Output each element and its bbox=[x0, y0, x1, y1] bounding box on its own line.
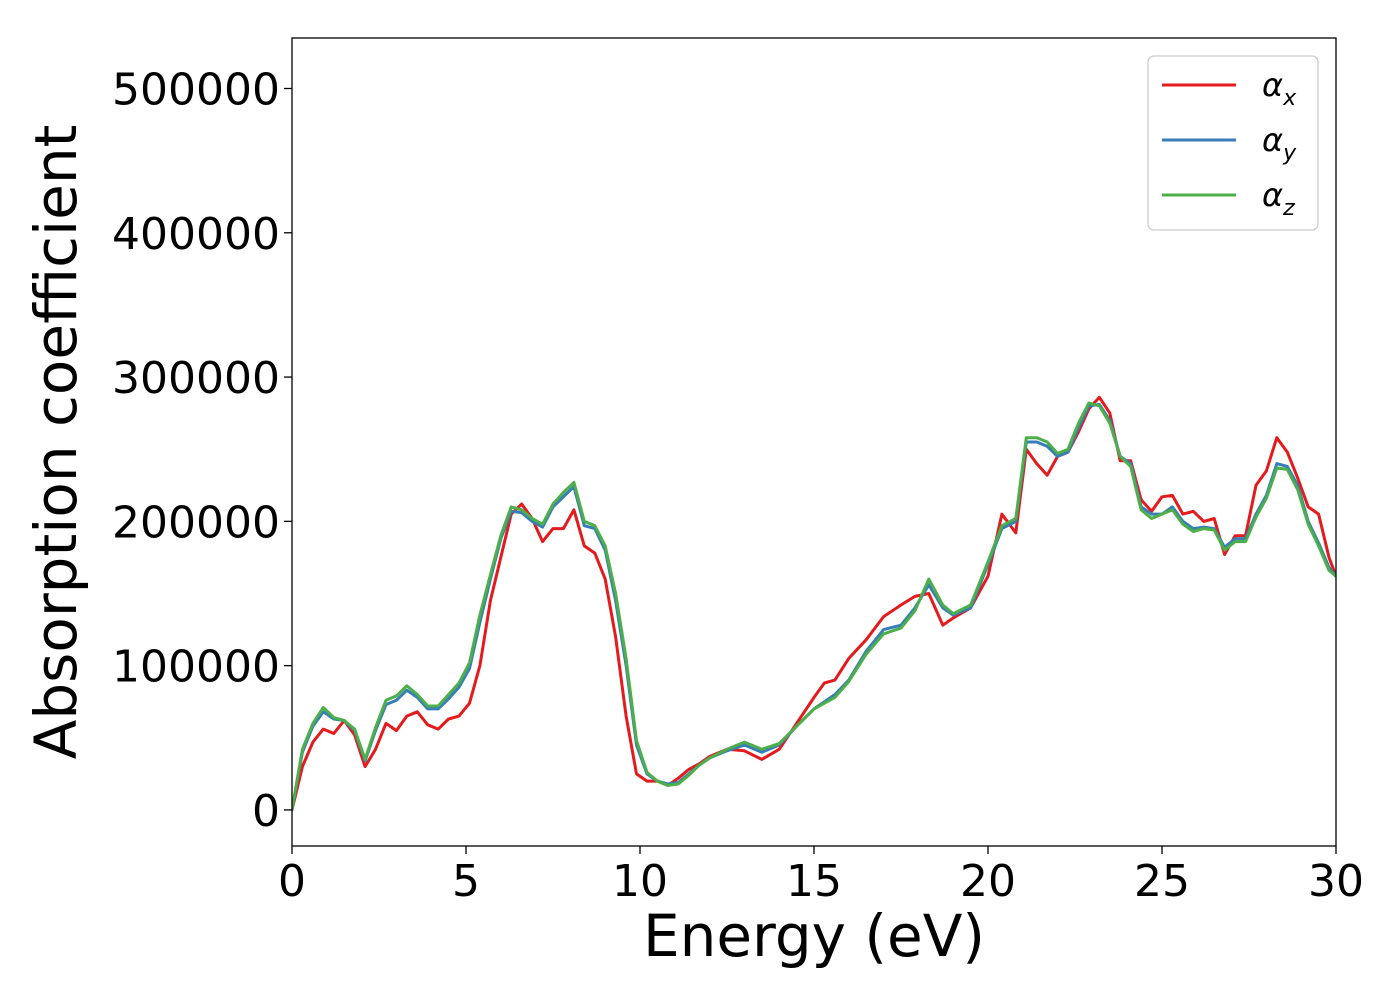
x-tick-label: 0 bbox=[278, 856, 306, 907]
x-tick-label: 5 bbox=[452, 856, 480, 907]
legend-label-z: αz bbox=[1262, 176, 1295, 221]
y-axis: 0 100000 200000 300000 400000 500000 bbox=[112, 65, 292, 837]
y-axis-label: Absorption coefficient bbox=[22, 125, 90, 760]
legend-label-x: αx bbox=[1262, 66, 1297, 111]
y-tick-label: 300000 bbox=[112, 353, 280, 404]
x-tick-label: 30 bbox=[1308, 856, 1364, 907]
y-tick-label: 200000 bbox=[112, 497, 280, 548]
series-line-x bbox=[292, 395, 1336, 812]
x-tick-label: 15 bbox=[786, 856, 842, 907]
x-axis: 0 5 10 15 20 25 30 bbox=[278, 846, 1364, 907]
legend-label-y: αy bbox=[1262, 121, 1297, 166]
series-line-z bbox=[292, 401, 1336, 812]
legend-frame bbox=[1147, 55, 1319, 231]
x-tick-label: 20 bbox=[960, 856, 1016, 907]
x-axis-label: Energy (eV) bbox=[643, 902, 985, 970]
series-layer bbox=[292, 395, 1336, 812]
legend: αx αy αz bbox=[1147, 55, 1319, 231]
y-tick-label: 500000 bbox=[112, 65, 280, 116]
x-tick-label: 10 bbox=[612, 856, 668, 907]
y-tick-label: 100000 bbox=[112, 642, 280, 693]
y-tick-label: 400000 bbox=[112, 209, 280, 260]
x-tick-label: 25 bbox=[1134, 856, 1190, 907]
y-tick-label: 0 bbox=[252, 786, 280, 837]
